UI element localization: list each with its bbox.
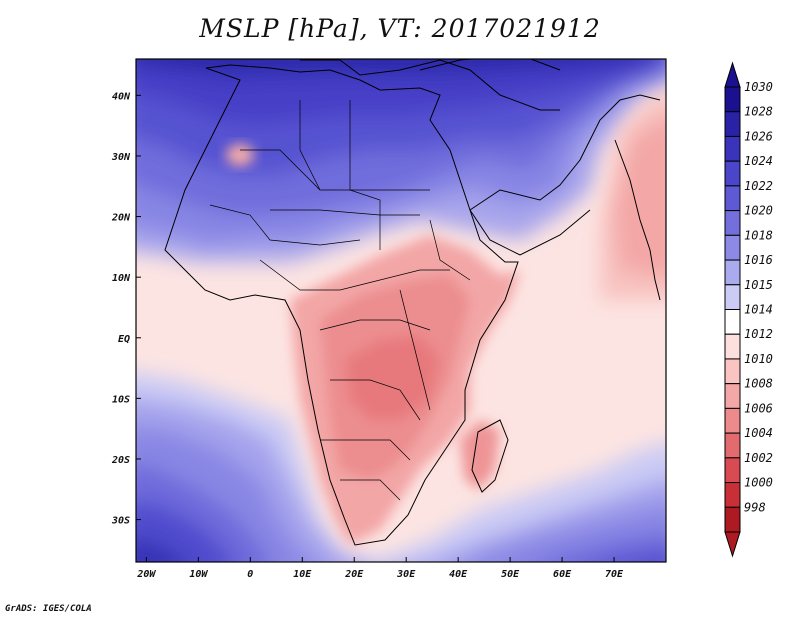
lon-tick-label: 30E xyxy=(396,569,416,580)
colorbar-label: 1012 xyxy=(744,327,773,341)
lat-tick-label: EQ xyxy=(118,334,130,345)
lat-tick-label: 30S xyxy=(111,516,130,527)
colorbar-label: 1020 xyxy=(744,204,773,218)
coastlines xyxy=(164,59,661,546)
latitude-axis: 40N 30N 20N 10N EQ 10S 20S 30S xyxy=(111,91,141,527)
colorbar-label: 1014 xyxy=(744,303,773,317)
colorbar-swatch xyxy=(724,259,741,286)
colorbar-label: 1026 xyxy=(744,129,773,143)
colorbar-swatch xyxy=(724,358,741,385)
lat-tick-label: 40N xyxy=(112,91,131,102)
colorbar-swatch xyxy=(724,210,741,236)
lon-tick-label: 60E xyxy=(553,569,572,580)
country-borders xyxy=(209,100,471,501)
colorbar-label: 1030 xyxy=(744,80,773,94)
colorbar: 1030 1028 1026 1024 1022 1020 1018 1016 1015 1014… xyxy=(724,61,773,558)
colorbar-swatch xyxy=(724,160,741,187)
lon-tick-label: 20W xyxy=(136,569,156,580)
colorbar-label: 1004 xyxy=(744,426,773,440)
lat-tick-label: 30N xyxy=(111,152,131,163)
colorbar-label: 1024 xyxy=(744,154,773,168)
colorbar-swatch xyxy=(724,234,741,261)
lon-tick-label: 10E xyxy=(293,569,312,580)
lon-tick-label: 50E xyxy=(501,569,520,580)
colorbar-label: 1000 xyxy=(744,476,773,490)
lat-tick-label: 10S xyxy=(112,394,130,405)
colorbar-bottom-arrow xyxy=(724,531,741,558)
colorbar-label: 1008 xyxy=(744,377,773,391)
lat-tick-label: 10N xyxy=(112,273,131,284)
lat-tick-label: 20N xyxy=(111,213,131,224)
colorbar-label: 1028 xyxy=(744,105,773,119)
lon-tick-label: 40E xyxy=(449,569,468,580)
colorbar-swatch xyxy=(724,482,741,508)
colorbar-top-arrow xyxy=(724,61,741,88)
colorbar-label: 1022 xyxy=(744,179,773,193)
colorbar-swatch xyxy=(724,185,741,212)
colorbar-label: 1010 xyxy=(744,352,773,366)
colorbar-swatch xyxy=(724,432,741,459)
map-title: MSLP [hPa], VT: 2017021912 xyxy=(199,14,601,43)
pressure-field xyxy=(136,59,666,562)
plot-frame xyxy=(135,58,667,563)
colorbar-swatch xyxy=(724,309,741,335)
grads-credit: GrADS: IGES/COLA xyxy=(5,604,92,614)
colorbar-label: 1018 xyxy=(744,228,773,242)
colorbar-swatch xyxy=(724,135,741,162)
colorbar-swatch xyxy=(724,407,741,434)
colorbar-swatch xyxy=(724,284,741,310)
colorbar-label: 1002 xyxy=(744,451,773,465)
lon-tick-label: 0 xyxy=(247,569,253,580)
colorbar-label: 998 xyxy=(744,500,766,514)
longitude-axis: 20W 10W 0 10E 20E 30E 40E 50E 60E 70E xyxy=(136,557,624,580)
lat-tick-label: 20S xyxy=(111,455,130,466)
colorbar-swatch xyxy=(724,506,741,533)
lon-tick-label: 20E xyxy=(344,569,364,580)
colorbar-swatch xyxy=(724,86,741,113)
lon-tick-label: 10W xyxy=(189,569,208,580)
colorbar-label: 1006 xyxy=(744,401,773,415)
colorbar-swatch xyxy=(724,111,741,137)
colorbar-swatch xyxy=(724,457,741,484)
colorbar-label: 1015 xyxy=(744,278,773,292)
colorbar-swatch xyxy=(724,333,741,360)
lon-tick-label: 70E xyxy=(605,569,624,580)
colorbar-label: 1016 xyxy=(744,253,773,267)
colorbar-swatch xyxy=(724,383,741,409)
